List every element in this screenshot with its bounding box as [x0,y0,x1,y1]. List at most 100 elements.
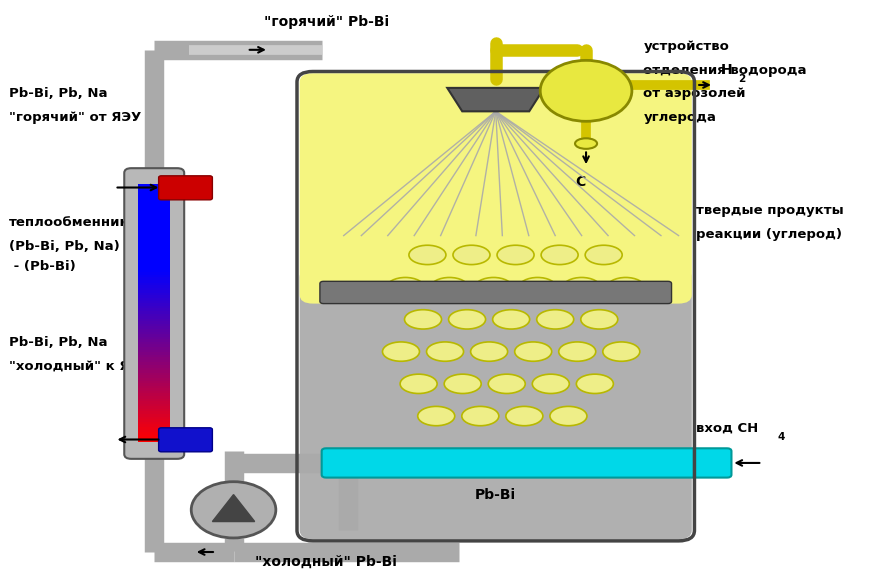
Ellipse shape [427,342,464,361]
Bar [138,205,170,208]
Ellipse shape [400,374,437,394]
Bar [138,298,170,301]
Bar [138,339,170,342]
Bar [138,295,170,298]
Bar [138,220,170,223]
Bar [138,414,170,417]
Bar [138,207,170,210]
Ellipse shape [506,407,543,425]
Bar [138,398,170,401]
Bar [138,230,170,234]
Bar [138,259,170,262]
Ellipse shape [536,309,573,329]
Bar [138,349,170,352]
Bar [138,256,170,260]
Bar [138,377,170,380]
Bar [138,300,170,303]
Bar [138,357,170,360]
Bar [138,385,170,389]
Bar [138,321,170,324]
Ellipse shape [409,246,446,265]
Bar [138,418,170,422]
Bar [138,390,170,393]
Text: реакции (углерод): реакции (углерод) [696,228,843,241]
Polygon shape [212,495,255,522]
Text: 2: 2 [738,74,746,84]
Bar [138,388,170,391]
Ellipse shape [585,246,622,265]
Ellipse shape [382,342,419,361]
Ellipse shape [449,309,486,329]
Bar [138,302,170,306]
Text: вход СН: вход СН [696,421,758,434]
Ellipse shape [581,309,618,329]
Bar [138,431,170,435]
Text: 4: 4 [777,431,785,442]
Ellipse shape [453,246,490,265]
Bar [138,346,170,350]
Bar [138,267,170,270]
Bar [138,333,170,337]
Bar [138,440,170,442]
Bar [138,437,170,440]
Text: H: H [721,63,733,77]
Ellipse shape [563,278,600,297]
Bar [138,238,170,241]
Bar [138,313,170,316]
Ellipse shape [532,374,569,394]
Bar [138,248,170,251]
Ellipse shape [387,278,424,297]
Bar [138,246,170,249]
Polygon shape [447,88,544,111]
Bar [138,429,170,432]
FancyBboxPatch shape [300,268,692,539]
Bar [138,272,170,275]
Ellipse shape [431,278,468,297]
Ellipse shape [418,407,455,425]
Bar [138,225,170,229]
Bar [138,336,170,339]
Bar [138,233,170,236]
Ellipse shape [541,246,578,265]
Bar [138,212,170,216]
Ellipse shape [607,278,644,297]
Bar [138,421,170,424]
Ellipse shape [471,342,508,361]
Bar [138,326,170,329]
Ellipse shape [489,374,525,394]
Bar [138,311,170,314]
Bar [138,375,170,378]
Bar [138,331,170,334]
Bar [138,406,170,409]
Bar [138,424,170,427]
Bar [138,362,170,365]
Text: "холодный" к ЯЭУ: "холодный" к ЯЭУ [9,360,150,373]
Bar [138,264,170,267]
Bar [138,427,170,430]
Bar [138,403,170,406]
Ellipse shape [603,342,640,361]
Bar [138,210,170,213]
FancyBboxPatch shape [158,428,212,452]
Text: "холодный" Pb-Bi: "холодный" Pb-Bi [255,554,397,568]
Bar [138,411,170,414]
Text: от аэрозолей: от аэрозолей [643,87,746,100]
Ellipse shape [493,309,529,329]
Ellipse shape [575,138,597,149]
Bar [138,416,170,419]
Ellipse shape [550,407,587,425]
Bar [138,274,170,277]
Bar [138,199,170,203]
Text: Pb-Bi, Pb, Na: Pb-Bi, Pb, Na [9,336,107,349]
Bar [138,380,170,383]
Bar [138,277,170,280]
Bar [138,186,170,190]
Ellipse shape [558,342,596,361]
Bar [138,308,170,311]
Circle shape [540,60,632,121]
FancyBboxPatch shape [124,168,184,459]
Bar [138,305,170,308]
Circle shape [191,482,276,538]
Text: C: C [575,175,586,189]
Text: Pb-Bi: Pb-Bi [475,488,516,502]
